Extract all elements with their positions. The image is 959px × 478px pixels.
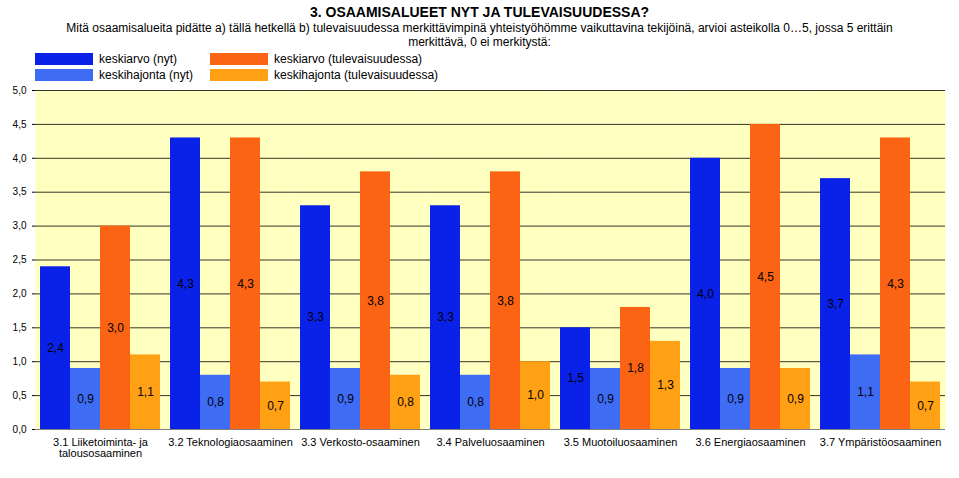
svg-text:4,0: 4,0 (13, 153, 27, 164)
html-text:keskiarvo (nyt): keskiarvo (nyt) (99, 52, 177, 66)
svg-text:0,5: 0,5 (13, 390, 27, 401)
svg-text:3,3: 3,3 (437, 310, 454, 324)
html-text:3. OSAAMISALUEET NYT JA TULEVA: 3. OSAAMISALUEET NYT JA TULEVAISUUDESSA? (309, 4, 650, 20)
svg-text:3.5 Muotoiluosaaminen: 3.5 Muotoiluosaaminen (564, 436, 678, 448)
svg-text:3.7 Ympäristöosaaminen: 3.7 Ympäristöosaaminen (820, 436, 941, 448)
svg-text:3.4 Palveluosaaminen: 3.4 Palveluosaaminen (436, 436, 544, 448)
svg-text:1,1: 1,1 (137, 385, 154, 399)
svg-text:1,0: 1,0 (527, 388, 544, 402)
svg-text:0,7: 0,7 (917, 399, 934, 413)
svg-text:4,5: 4,5 (13, 119, 27, 130)
svg-text:0,8: 0,8 (207, 395, 224, 409)
html-text:keskihajonta (tulevaisuudessa): keskihajonta (tulevaisuudessa) (274, 68, 439, 82)
svg-text:3,8: 3,8 (367, 294, 384, 308)
svg-text:1,5: 1,5 (567, 371, 584, 385)
svg-text:3.2 Teknologiaosaaminen: 3.2 Teknologiaosaaminen (168, 436, 293, 448)
svg-text:0,8: 0,8 (397, 395, 414, 409)
svg-text:0,9: 0,9 (597, 392, 614, 406)
svg-text:0,7: 0,7 (267, 399, 284, 413)
svg-text:0,8: 0,8 (467, 395, 484, 409)
svg-text:1,1: 1,1 (857, 385, 874, 399)
svg-text:4,3: 4,3 (887, 277, 904, 291)
svg-text:0,0: 0,0 (13, 424, 27, 435)
svg-text:4,0: 4,0 (697, 287, 714, 301)
svg-text:3.3 Verkosto-osaaminen: 3.3 Verkosto-osaaminen (301, 436, 420, 448)
svg-text:4,3: 4,3 (237, 277, 254, 291)
svg-text:0,9: 0,9 (787, 392, 804, 406)
svg-text:3,7: 3,7 (827, 297, 844, 311)
svg-text:0,9: 0,9 (727, 392, 744, 406)
svg-text:3.6 Energiaosaaminen: 3.6 Energiaosaaminen (695, 436, 805, 448)
svg-text:2,0: 2,0 (13, 288, 27, 299)
html-text:Mitä osaamisalueita pidätte a): Mitä osaamisalueita pidätte a) tällä het… (66, 21, 893, 49)
svg-text:4,5: 4,5 (757, 270, 774, 284)
svg-text:1,0: 1,0 (13, 356, 27, 367)
svg-text:1,3: 1,3 (657, 378, 674, 392)
svg-text:3,5: 3,5 (13, 186, 27, 197)
svg-text:3,3: 3,3 (307, 310, 324, 324)
svg-text:0,9: 0,9 (77, 392, 94, 406)
svg-text:3,0: 3,0 (13, 220, 27, 231)
svg-text:4,3: 4,3 (177, 277, 194, 291)
svg-text:5,0: 5,0 (13, 85, 27, 96)
svg-text:3,0: 3,0 (107, 321, 124, 335)
html-text:keskihajonta (nyt): keskihajonta (nyt) (99, 68, 193, 82)
svg-text:1,8: 1,8 (627, 361, 644, 375)
svg-text:2,5: 2,5 (13, 254, 27, 265)
html-text:keskiarvo (tulevaisuudessa): keskiarvo (tulevaisuudessa) (274, 52, 423, 66)
svg-text:2,4: 2,4 (47, 341, 64, 355)
svg-text:1,5: 1,5 (13, 322, 27, 333)
svg-text:0,9: 0,9 (337, 392, 354, 406)
svg-text:3.1 Liiketoiminta- jatalousosa: 3.1 Liiketoiminta- jatalousosaaminen (53, 436, 149, 459)
svg-text:3,8: 3,8 (497, 294, 514, 308)
